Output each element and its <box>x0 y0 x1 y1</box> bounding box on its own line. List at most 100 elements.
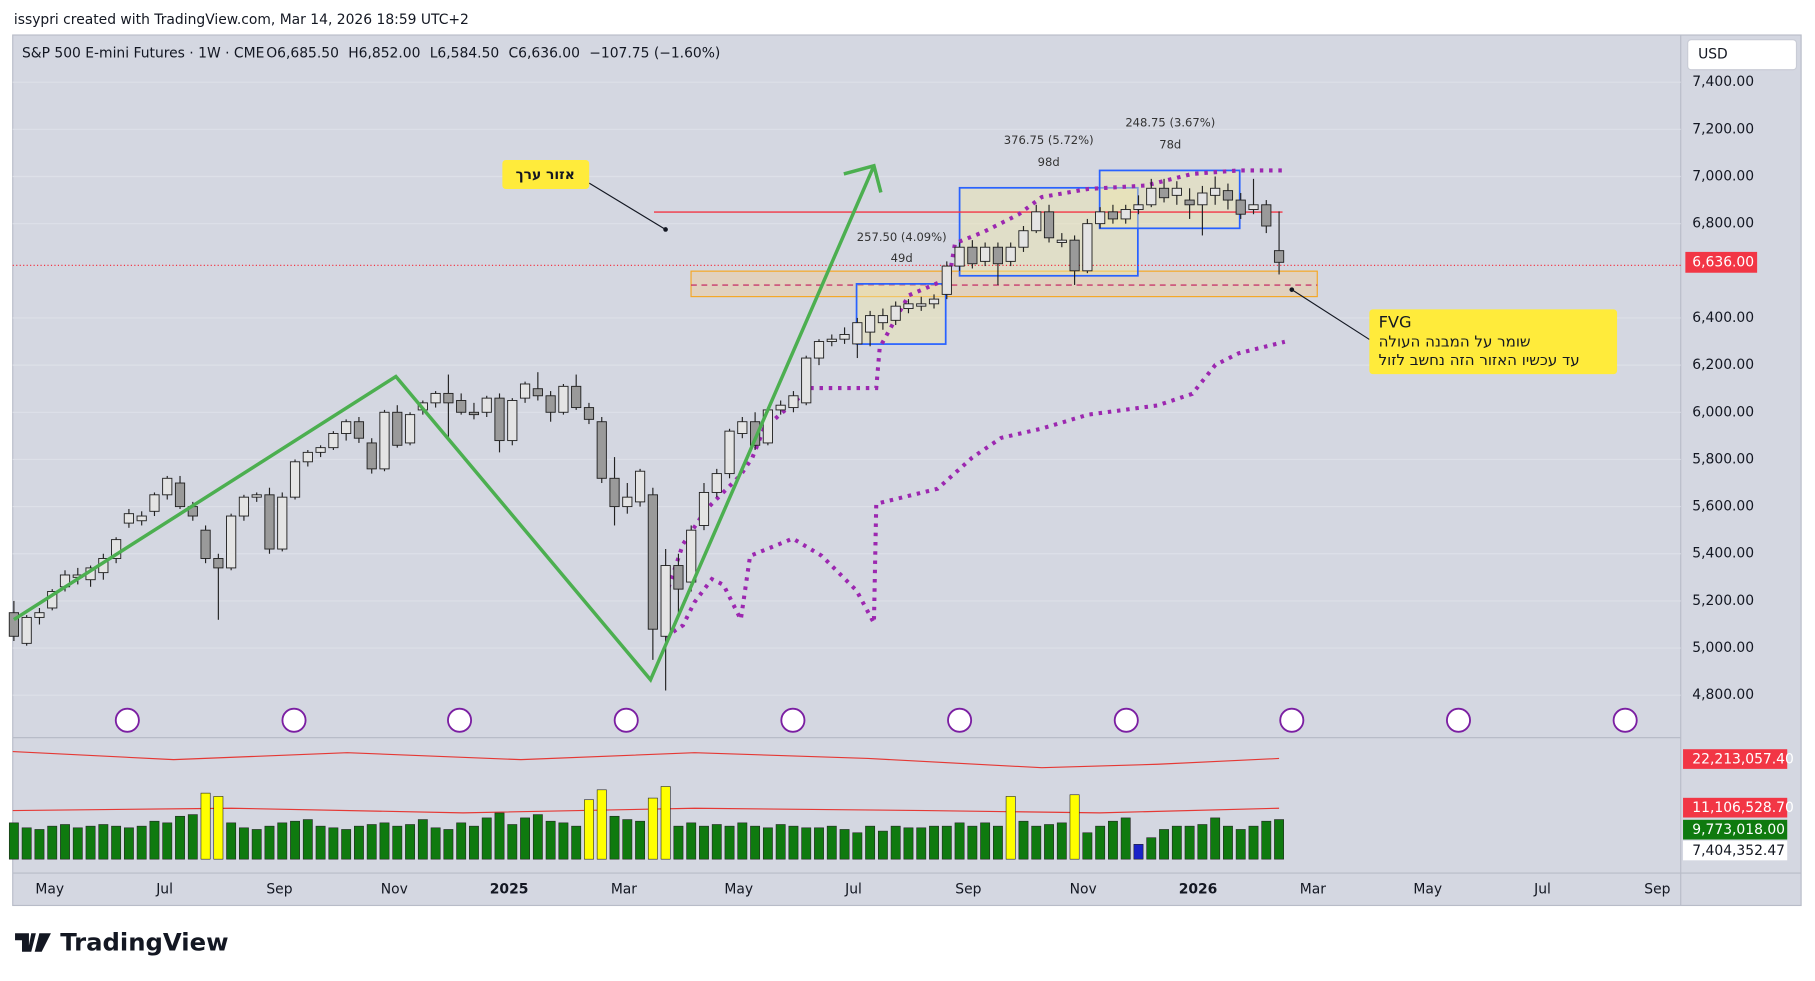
range-label: 248.75 (3.67%) <box>1125 115 1215 129</box>
event-icon[interactable] <box>1445 707 1471 733</box>
candle-body <box>1031 211 1042 232</box>
volume-bar <box>724 825 735 860</box>
candle-body <box>519 383 531 399</box>
indicator-lower <box>664 339 1286 639</box>
candle-body <box>890 305 901 321</box>
event-icon[interactable] <box>281 707 307 733</box>
legend-value: −107.75 (−1.60%) <box>589 46 720 62</box>
volume-bar <box>826 825 837 860</box>
volume-tag <box>1683 819 1788 840</box>
legend-value: O6,685.50 <box>266 46 339 62</box>
candle-body <box>1056 239 1067 243</box>
candle-body <box>558 385 569 413</box>
candle-body <box>928 298 940 305</box>
candle-body <box>366 442 377 470</box>
volume-bar <box>21 827 32 860</box>
y-tick-label: 5,200.00 <box>1692 593 1754 609</box>
volume-bar <box>992 825 1003 860</box>
candle-body <box>711 473 722 493</box>
candle-body <box>1171 187 1182 196</box>
candle-body <box>1146 187 1157 206</box>
candle-body <box>200 529 211 559</box>
candle-body <box>724 430 735 475</box>
volume-bar <box>175 815 185 860</box>
volume-bar <box>545 820 556 860</box>
candle-body <box>430 392 441 404</box>
candle-body <box>379 411 390 470</box>
candle-body <box>852 322 863 345</box>
volume-bar <box>558 822 569 860</box>
candle-body <box>1184 199 1195 206</box>
candle-body <box>634 470 646 503</box>
event-icon[interactable] <box>613 707 639 733</box>
event-icon[interactable] <box>447 707 473 733</box>
volume-bar <box>788 825 799 860</box>
x-tick-label: May <box>1413 881 1442 897</box>
event-icons <box>114 707 1638 733</box>
candle-body <box>673 565 684 590</box>
volume-bar <box>865 825 876 860</box>
currency-button[interactable] <box>1687 39 1798 71</box>
event-icon[interactable] <box>947 707 973 733</box>
volume-bar <box>302 819 313 860</box>
x-tick-label: 2026 <box>1179 881 1218 897</box>
candle-body <box>289 461 301 498</box>
event-icon[interactable] <box>114 707 140 733</box>
candle-body <box>954 246 965 267</box>
volume-bar <box>392 825 403 860</box>
volume-bar <box>571 825 582 860</box>
event-icon[interactable] <box>780 707 806 733</box>
x-tick-label: Jul <box>1533 881 1551 897</box>
volume-bar <box>494 812 505 860</box>
candle-body <box>213 558 224 569</box>
volume-bar <box>673 825 684 860</box>
candle-body <box>443 392 454 404</box>
legend: O6,685.50 H6,852.00 L6,584.50 C6,636.00 −107… <box>266 46 720 62</box>
volume-bar <box>775 824 786 860</box>
currency: USD <box>1698 47 1728 63</box>
candle-body <box>788 395 799 409</box>
volume-bar <box>916 827 927 860</box>
volume-bar <box>379 822 390 860</box>
callout-text: FVG <box>1379 313 1412 332</box>
candle-body <box>507 400 518 442</box>
volume-bar <box>1031 825 1042 860</box>
candle-body <box>481 397 492 413</box>
volume-bar <box>430 827 441 860</box>
volume-bar <box>1146 837 1157 860</box>
candle-body <box>660 565 671 637</box>
last-price-label: 6,636.00 <box>1692 254 1754 270</box>
candles <box>8 176 1285 691</box>
event-icon[interactable] <box>1612 707 1638 733</box>
volume-bar <box>98 824 109 860</box>
volume-bar <box>762 827 773 860</box>
volume-bar <box>162 822 173 860</box>
volume-bar <box>903 827 914 860</box>
event-icon[interactable] <box>1279 707 1305 733</box>
volume-bar <box>1159 829 1169 860</box>
x-tick-label: Sep <box>1644 881 1670 897</box>
zigzag-arrowhead <box>843 163 883 193</box>
x-tick-label: Sep <box>266 881 292 897</box>
volume-bar <box>469 825 479 860</box>
volume-bar <box>213 796 224 860</box>
volume-bar <box>1018 820 1029 860</box>
callout-box <box>502 160 590 189</box>
y-tick-label: 5,600.00 <box>1692 499 1754 515</box>
volume-bar <box>456 822 467 860</box>
candle-body <box>238 496 250 517</box>
volume-bar <box>47 825 58 860</box>
volume-bar <box>1235 829 1246 860</box>
candle-body <box>583 407 595 420</box>
x-tick-label: Jul <box>155 881 173 897</box>
event-icon[interactable] <box>1113 707 1139 733</box>
volume-label: 7,404,352.47 <box>1692 843 1785 859</box>
volume-bar <box>647 797 658 860</box>
volume-bar <box>890 825 901 860</box>
candle-body <box>596 421 607 479</box>
callout-line <box>1291 289 1370 340</box>
callout-text: שומר על המבנה העולה <box>1379 332 1531 350</box>
candle-body <box>1043 211 1055 239</box>
candle-body <box>737 421 748 434</box>
